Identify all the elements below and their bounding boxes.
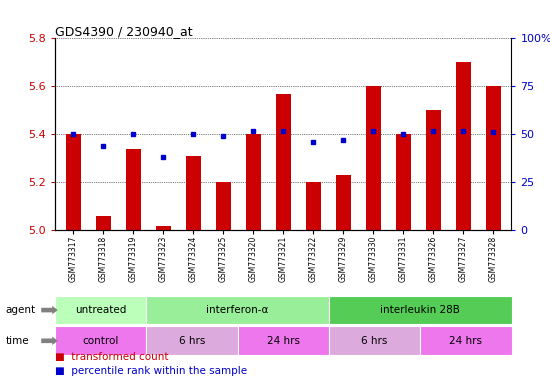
Bar: [216, 182, 230, 230]
Bar: [426, 110, 441, 230]
Bar: [146, 326, 238, 355]
Bar: [246, 134, 261, 230]
Text: untreated: untreated: [75, 305, 127, 315]
Bar: [96, 216, 111, 230]
Text: 6 hrs: 6 hrs: [179, 336, 205, 346]
Bar: [156, 225, 170, 230]
Text: control: control: [82, 336, 119, 346]
Text: interferon-α: interferon-α: [206, 305, 269, 315]
Text: ■  transformed count: ■ transformed count: [55, 352, 168, 362]
Bar: [238, 326, 329, 355]
Text: time: time: [6, 336, 29, 346]
Bar: [329, 326, 420, 355]
Bar: [276, 94, 291, 230]
Bar: [456, 62, 471, 230]
Text: 24 hrs: 24 hrs: [449, 336, 482, 346]
Bar: [125, 149, 141, 230]
Bar: [396, 134, 411, 230]
Text: GDS4390 / 230940_at: GDS4390 / 230940_at: [55, 25, 192, 38]
Text: ■  percentile rank within the sample: ■ percentile rank within the sample: [55, 366, 247, 376]
Text: 6 hrs: 6 hrs: [361, 336, 388, 346]
Text: interleukin 28B: interleukin 28B: [380, 305, 460, 315]
Bar: [366, 86, 381, 230]
Bar: [486, 86, 501, 230]
Text: agent: agent: [6, 305, 36, 315]
Bar: [55, 326, 146, 355]
Bar: [336, 175, 351, 230]
Bar: [329, 296, 512, 324]
Bar: [146, 296, 329, 324]
Text: 24 hrs: 24 hrs: [267, 336, 300, 346]
Bar: [306, 182, 321, 230]
Bar: [420, 326, 512, 355]
Bar: [55, 296, 146, 324]
Bar: [65, 134, 80, 230]
Bar: [186, 156, 201, 230]
